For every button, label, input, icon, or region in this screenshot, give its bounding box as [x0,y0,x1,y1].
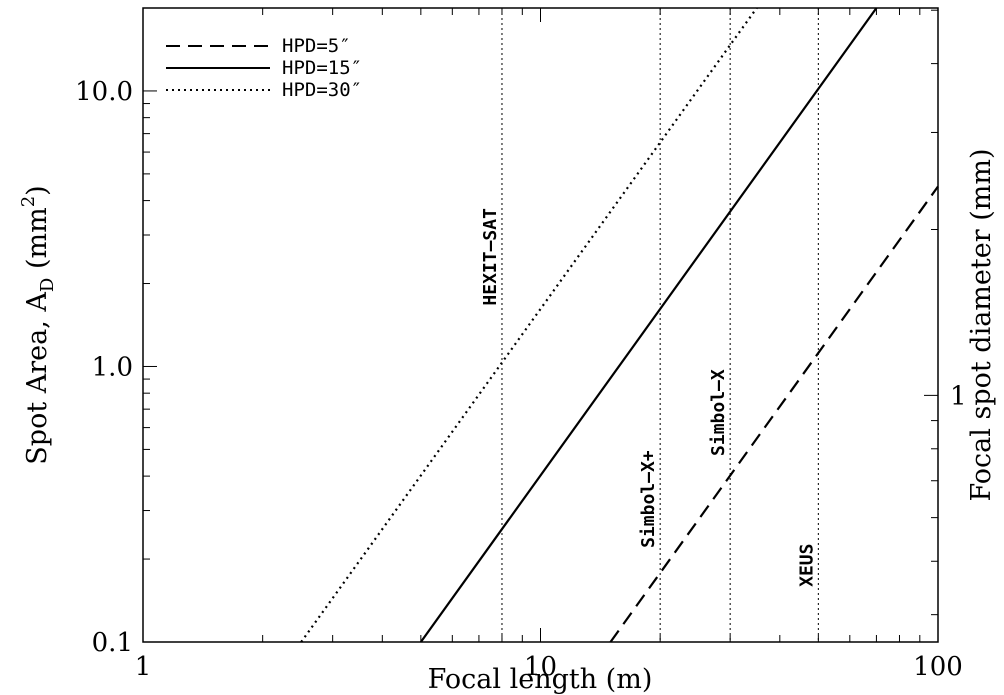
series-line [300,7,758,643]
y-tick-label: 0.1 [92,628,133,658]
legend-label: HPD=5″ [282,35,351,57]
mission-label: Simbol–X [708,369,729,456]
series-line [609,185,939,643]
y2-tick-labels: 1 [950,381,967,411]
x-tick-labels: 1 10 100 [135,652,963,682]
mission-lines: HEXIT–SAT Simbol–X+ Simbol–X XEUS [480,8,819,642]
mission-label: Simbol–X+ [638,450,659,548]
series-line [419,7,878,643]
legend-label: HPD=30″ [282,79,362,101]
y2-axis-title: Focal spot diameter (mm) [966,149,997,502]
y-tick-labels: 0.1 1.0 10.0 [75,77,133,658]
y-axis-title: Spot Area, AD (mm2) [18,185,58,464]
x-tick-label: 1 [135,652,152,682]
minor-ticks [142,7,939,643]
x-tick-label: 10 [524,652,557,682]
legend: HPD=5″HPD=15″HPD=30″ [166,35,362,101]
y-tick-label: 1.0 [92,352,133,382]
x-axis-title: Focal length (m) [428,664,653,695]
y2-tick-label: 1 [950,381,967,411]
legend-label: HPD=15″ [282,57,362,79]
mission-label: XEUS [796,544,817,587]
x-tick-label: 100 [913,652,963,682]
series-lines [300,7,939,643]
mission-label: HEXIT–SAT [480,208,501,306]
y-tick-label: 10.0 [75,77,133,107]
